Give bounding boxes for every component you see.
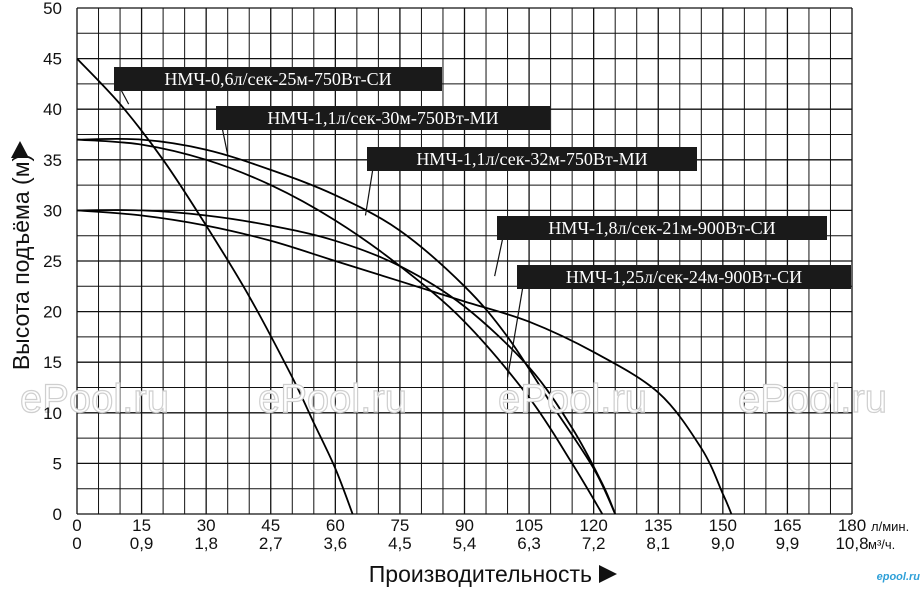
y-tick-label: 35	[43, 151, 62, 170]
y-tick-label: 20	[43, 303, 62, 322]
x-unit-m3h: м³/ч.	[868, 537, 895, 552]
x-tick-label-lmin: 120	[579, 516, 607, 535]
x-tick-label-m3h: 9,0	[711, 534, 735, 553]
leader-line	[221, 126, 229, 155]
series-line-4	[76, 209, 733, 515]
x-tick-label-lmin: 0	[72, 516, 81, 535]
x-tick-label-m3h: 9,9	[776, 534, 800, 553]
x-tick-label-m3h: 10,8	[835, 534, 868, 553]
series-line-1	[76, 57, 354, 515]
x-tick-label-lmin: 180	[838, 516, 866, 535]
curve-label-text: НМЧ-1,1л/сек-30м-750Вт-МИ	[267, 108, 498, 128]
y-axis-arrow-icon	[11, 141, 29, 158]
x-tick-label-m3h: 5,4	[453, 534, 477, 553]
x-tick-label-lmin: 150	[709, 516, 737, 535]
watermark-text: ePool.ru	[498, 377, 647, 421]
watermark-text: ePool.ru	[20, 377, 169, 421]
x-tick-label-m3h: 3,6	[324, 534, 348, 553]
series-line-3	[76, 137, 617, 515]
x-tick-label-m3h: 4,5	[388, 534, 412, 553]
curve-label-text: НМЧ-1,8л/сек-21м-900Вт-СИ	[548, 218, 775, 238]
x-tick-label-m3h: 8,1	[646, 534, 670, 553]
watermarks: ePool.ru ePool.ru ePool.ru ePool.ru	[19, 376, 887, 421]
leader-line	[494, 236, 504, 277]
y-tick-label: 0	[53, 505, 62, 524]
x-tick-label-lmin: 30	[197, 516, 216, 535]
x-tick-label-m3h: 0	[72, 534, 81, 553]
series-line-5	[76, 209, 617, 515]
leader-line	[364, 167, 374, 216]
x-tick-label-lmin: 15	[132, 516, 151, 535]
x-tick-label-m3h: 7,2	[582, 534, 606, 553]
curve-label-box	[497, 216, 827, 240]
leader-line	[506, 285, 524, 378]
y-tick-label: 50	[43, 0, 62, 18]
x-unit-lmin: л/мин.	[871, 519, 909, 534]
y-tick-label: 30	[43, 201, 62, 220]
x-axis-ticks: 0 15 30 45 60 75 90 105 120 135 150 165 180 0 0,9 1,8 2,…	[72, 516, 909, 553]
curve-label-box	[517, 265, 851, 289]
x-tick-label-lmin: 90	[455, 516, 474, 535]
y-tick-label: 10	[43, 404, 62, 423]
watermark-text: ePool.ru	[258, 377, 407, 421]
x-tick-label-m3h: 6,3	[517, 534, 541, 553]
y-tick-label: 15	[43, 353, 62, 372]
x-tick-label-lmin: 165	[773, 516, 801, 535]
y-tick-label: 45	[43, 50, 62, 69]
watermark-text: ePool.ru	[738, 377, 887, 421]
y-axis-ticks: 0 5 10 15 20 25 30 35 40 45 50	[43, 0, 62, 524]
curve-label-text: НМЧ-1,1л/сек-32м-750Вт-МИ	[416, 149, 647, 169]
curve-label-box	[367, 147, 697, 171]
series-line-2	[76, 138, 604, 515]
curve-label-box	[114, 67, 442, 91]
x-axis-arrow-icon	[599, 565, 617, 583]
site-logo: epool.ru	[877, 571, 921, 583]
curve-label-text: НМЧ-0,6л/сек-25м-750Вт-СИ	[164, 69, 391, 89]
x-tick-label-m3h: 1,8	[194, 534, 218, 553]
x-tick-label-m3h: 0,9	[130, 534, 154, 553]
label-leaders	[119, 87, 524, 378]
y-tick-label: 25	[43, 252, 62, 271]
x-tick-label-lmin: 60	[326, 516, 345, 535]
x-tick-label-m3h: 2,7	[259, 534, 283, 553]
x-tick-label-lmin: 105	[515, 516, 543, 535]
y-tick-label: 40	[43, 100, 62, 119]
curve-label-text: НМЧ-1,25л/сек-24м-900Вт-СИ	[566, 267, 802, 287]
curve-labels: НМЧ-0,6л/сек-25м-750Вт-СИ НМЧ-1,1л/сек-30…	[114, 67, 851, 289]
curve-label-box	[216, 106, 550, 130]
x-tick-label-lmin: 75	[390, 516, 409, 535]
y-axis-title: Высота подъёма (м)	[8, 154, 34, 370]
y-tick-label: 5	[53, 454, 62, 473]
x-axis-title: Производительность	[369, 561, 592, 587]
x-tick-label-lmin: 45	[261, 516, 280, 535]
pump-curves	[76, 57, 733, 515]
x-tick-label-lmin: 135	[644, 516, 672, 535]
